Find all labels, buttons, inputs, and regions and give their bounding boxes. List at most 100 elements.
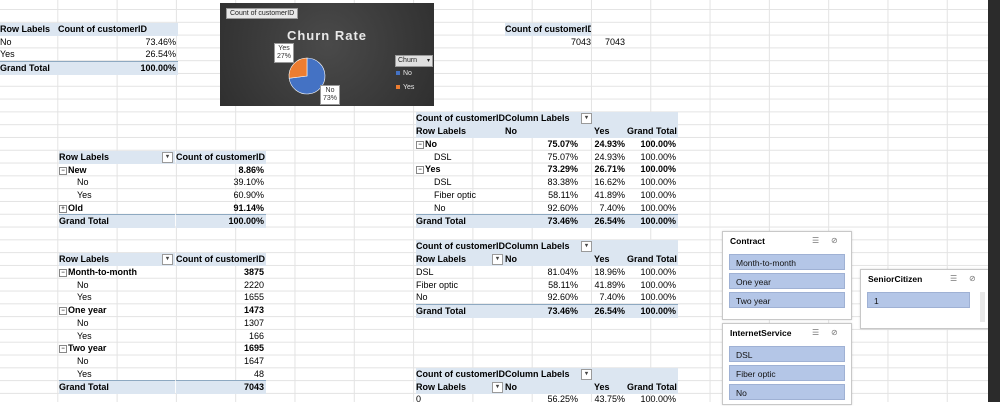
slicer-item[interactable]: Month-to-month	[729, 254, 845, 270]
column-labels-header[interactable]: Column Labels	[505, 369, 570, 379]
row-value[interactable]: 1647	[243, 355, 264, 366]
dropdown-arrow-icon[interactable]: ▾	[581, 241, 592, 252]
slicer-item[interactable]: 1	[867, 292, 970, 308]
row-value[interactable]: 1695	[243, 343, 264, 354]
slicer-item[interactable]: One year	[729, 273, 845, 289]
table-row[interactable]: DSL 83.38% 16.62% 100.00%	[416, 176, 678, 189]
expand-collapse-icon[interactable]: −	[59, 307, 67, 316]
row-label[interactable]: Yes	[59, 189, 193, 202]
slicer-item[interactable]: DSL	[729, 346, 845, 362]
row-labels-header[interactable]: Row Labels	[416, 382, 467, 392]
row-value[interactable]: 2220	[243, 279, 264, 290]
table-row[interactable]: DSL 81.04% 18.96% 100.00%	[416, 266, 678, 279]
slicer-contract[interactable]: Contract ☰ ⊘ Month-to-month One year Two…	[722, 231, 852, 320]
slicer-item[interactable]: Fiber optic	[729, 365, 845, 381]
col-no-header[interactable]: No	[505, 254, 517, 264]
row-value[interactable]: 39.10%	[233, 177, 264, 187]
expand-collapse-icon[interactable]: +	[59, 205, 67, 213]
col-yes-header[interactable]: Yes	[594, 126, 610, 136]
multi-select-icon[interactable]: ☰	[812, 236, 820, 245]
slicer-item[interactable]: No	[729, 384, 845, 400]
dropdown-arrow-icon[interactable]: ▾	[581, 113, 592, 124]
row-labels-header[interactable]: Row Labels	[416, 254, 467, 264]
row-value[interactable]: 166	[248, 330, 264, 341]
grand-total-value[interactable]: 100.00%	[58, 61, 178, 75]
grand-total-label[interactable]: Grand Total	[59, 380, 175, 394]
multi-select-icon[interactable]: ☰	[812, 328, 820, 337]
slicer-item[interactable]: Two year	[729, 292, 845, 308]
count-header[interactable]: Count of customerID	[505, 23, 591, 36]
grand-total-value[interactable]: 7043	[176, 380, 266, 394]
row-label[interactable]: + Old	[59, 202, 175, 215]
col-yes-header[interactable]: Yes	[594, 254, 610, 264]
table-row[interactable]: 0 56.25% 43.75% 100.00%	[416, 393, 678, 406]
row-labels-header[interactable]: Row Labels	[416, 126, 467, 136]
dropdown-arrow-icon[interactable]: ▾	[492, 382, 503, 393]
dropdown-arrow-icon[interactable]: ▾	[162, 152, 173, 163]
table-row[interactable]: No 92.60% 7.40% 100.00%	[416, 291, 678, 304]
clear-filter-icon[interactable]: ⊘	[831, 236, 838, 245]
clear-filter-icon[interactable]: ⊘	[969, 274, 976, 283]
clear-filter-icon[interactable]: ⊘	[831, 328, 838, 337]
slicer-seniorcitizen[interactable]: SeniorCitizen ☰ ⊘ 1	[860, 269, 989, 329]
row-value[interactable]: 91.14%	[233, 203, 264, 213]
expand-collapse-icon[interactable]: −	[59, 269, 67, 277]
row-value[interactable]: 1655	[243, 292, 264, 303]
grand-total-label[interactable]: Grand Total	[0, 61, 58, 75]
table-row[interactable]: No 92.60% 7.40% 100.00%	[416, 202, 678, 215]
row-label[interactable]: − Two year	[59, 342, 175, 355]
count-header[interactable]: Count of customerID	[58, 23, 178, 36]
row-label[interactable]: − One year	[59, 304, 175, 317]
dropdown-arrow-icon[interactable]: ▾	[581, 369, 592, 380]
count-header[interactable]: Count of customerID	[416, 369, 505, 379]
dropdown-arrow-icon[interactable]: ▾	[492, 254, 503, 265]
row-value[interactable]: 3875	[243, 267, 264, 277]
expand-collapse-icon[interactable]: −	[59, 345, 67, 354]
table-row[interactable]: − Yes 73.29% 26.71% 100.00%	[416, 163, 678, 176]
row-value[interactable]: 60.90%	[233, 190, 264, 200]
dropdown-arrow-icon[interactable]: ▾	[162, 254, 173, 265]
col-total-header[interactable]: Grand Total	[627, 382, 677, 392]
pie-slice-yes[interactable]	[288, 57, 308, 79]
table-row[interactable]: Fiber optic 58.11% 41.89% 100.00%	[416, 279, 678, 292]
row-label[interactable]: No	[59, 279, 193, 292]
row-label[interactable]: No	[59, 176, 193, 189]
legend-field-button[interactable]: Churn ▾	[395, 55, 433, 67]
row-label[interactable]: − Month-to-month	[59, 266, 175, 279]
grand-total-row[interactable]: Grand Total 73.46% 26.54% 100.00%	[416, 304, 678, 318]
col-total-header[interactable]: Grand Total	[627, 126, 677, 136]
count-value[interactable]: 7043	[570, 37, 591, 47]
row-label[interactable]: Yes	[59, 368, 193, 381]
count-header[interactable]: Count of customerID	[176, 253, 266, 266]
col-yes-header[interactable]: Yes	[594, 382, 610, 392]
table-row[interactable]: Fiber optic 58.11% 41.89% 100.00%	[416, 189, 678, 202]
row-labels-header[interactable]: Row Labels ▾	[59, 253, 175, 266]
col-no-header[interactable]: No	[505, 126, 517, 136]
column-labels-header[interactable]: Column Labels	[505, 113, 570, 123]
row-label[interactable]: No	[59, 317, 193, 330]
table-row[interactable]: DSL 75.07% 24.93% 100.00%	[416, 151, 678, 164]
count-value-2[interactable]: 7043	[604, 37, 625, 47]
row-value[interactable]: 1473	[243, 305, 264, 316]
column-labels-header[interactable]: Column Labels	[505, 241, 570, 251]
row-label[interactable]: Yes	[59, 291, 193, 304]
count-header[interactable]: Count of customerID	[176, 151, 266, 164]
multi-select-icon[interactable]: ☰	[950, 274, 958, 283]
col-total-header[interactable]: Grand Total	[627, 254, 677, 264]
row-label[interactable]: − New	[59, 164, 175, 177]
count-header[interactable]: Count of customerID	[416, 113, 505, 123]
grand-total-row[interactable]: Grand Total 73.46% 26.54% 100.00%	[416, 214, 678, 228]
count-header[interactable]: Count of customerID	[416, 241, 505, 251]
row-value[interactable]: 1307	[243, 317, 264, 328]
row-labels-header[interactable]: Row Labels	[0, 23, 58, 36]
churn-pie-chart[interactable]: Count of customerID Churn Rate Yes 27% N…	[220, 3, 434, 106]
row-label[interactable]: No	[0, 37, 12, 47]
slicer-scrollbar[interactable]	[980, 292, 985, 322]
expand-collapse-icon[interactable]: −	[416, 141, 424, 149]
row-label[interactable]: Yes	[0, 49, 15, 59]
row-value[interactable]: 8.86%	[238, 165, 264, 175]
grand-total-value[interactable]: 100.00%	[176, 214, 266, 228]
row-value[interactable]: 73.46%	[145, 37, 176, 47]
slicer-internetservice[interactable]: InternetService ☰ ⊘ DSL Fiber optic No	[722, 323, 852, 405]
row-value[interactable]: 26.54%	[145, 49, 176, 59]
